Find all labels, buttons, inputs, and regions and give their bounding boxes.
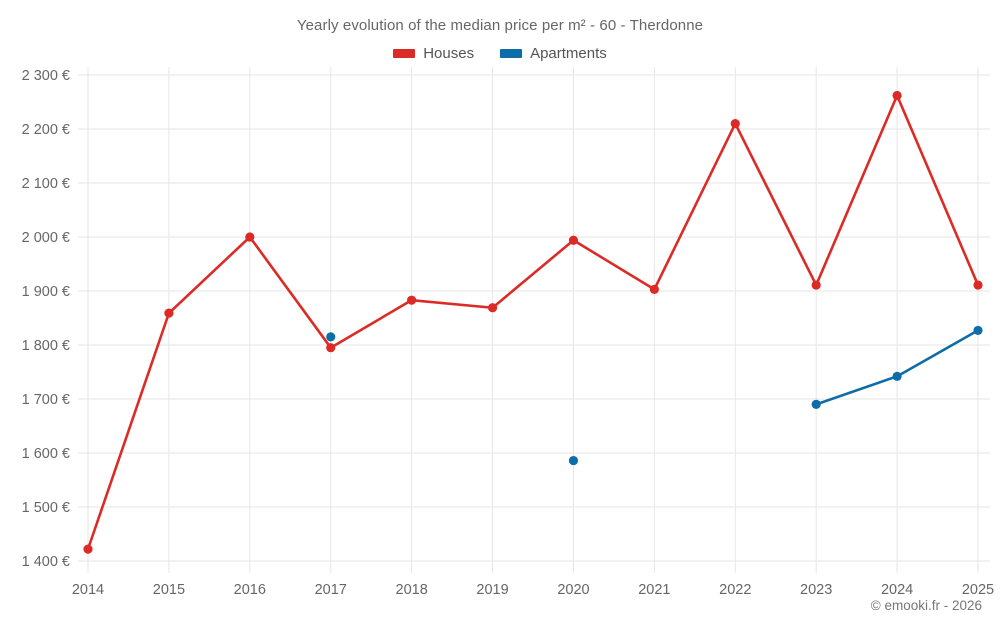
x-axis-tick-label: 2016	[234, 582, 266, 598]
chart-footer-credit: © emooki.fr - 2026	[870, 598, 982, 613]
x-axis-tick-label: 2024	[881, 582, 913, 598]
legend-swatch-apartments	[500, 49, 523, 58]
legend-swatch-houses	[393, 49, 416, 58]
series-points	[83, 90, 983, 554]
y-axis-tick-label: 1 600 €	[22, 446, 70, 462]
series-lines	[86, 94, 980, 551]
x-axis-tick-label: 2015	[153, 582, 185, 598]
x-axis-tick-label: 2025	[962, 582, 994, 598]
data-point-apartments[interactable]	[811, 399, 821, 409]
y-axis-tick-label: 1 800 €	[22, 338, 70, 354]
data-point-houses[interactable]	[326, 343, 336, 353]
y-axis-tick-label: 2 100 €	[22, 176, 70, 192]
data-point-houses[interactable]	[164, 308, 174, 318]
y-axis-tick-label: 1 700 €	[22, 392, 70, 408]
y-axis-tick-label: 2 000 €	[22, 230, 70, 246]
data-point-apartments[interactable]	[568, 455, 579, 466]
data-point-houses[interactable]	[649, 284, 659, 294]
chart-legend: Houses Apartments	[0, 45, 1000, 62]
x-axis-tick-label: 2019	[476, 582, 508, 598]
data-point-apartments[interactable]	[973, 325, 983, 336]
legend-label-houses: Houses	[423, 45, 475, 62]
x-axis-tick-label: 2017	[315, 582, 347, 598]
x-axis-tick-label: 2018	[396, 582, 428, 598]
x-axis-tick-label: 2021	[638, 582, 670, 598]
y-axis-tick-label: 2 300 €	[22, 68, 70, 84]
data-point-houses[interactable]	[892, 90, 902, 101]
data-point-houses[interactable]	[568, 235, 579, 245]
data-point-houses[interactable]	[245, 232, 255, 242]
grid-lines	[78, 67, 990, 573]
data-point-houses[interactable]	[811, 280, 821, 290]
y-axis-tick-label: 2 200 €	[22, 122, 70, 138]
series-line-houses	[86, 94, 980, 551]
legend-item-apartments[interactable]: Apartments	[500, 45, 607, 62]
y-axis-tick-label: 1 500 €	[22, 500, 70, 516]
y-axis-tick-label: 1 400 €	[22, 554, 70, 570]
data-point-houses[interactable]	[83, 544, 93, 554]
chart-title: Yearly evolution of the median price per…	[296, 17, 704, 34]
data-point-houses[interactable]	[407, 295, 417, 305]
data-point-apartments[interactable]	[892, 371, 902, 381]
data-point-houses[interactable]	[973, 280, 983, 290]
y-axis-tick-labels: 1 400 € 1 500 € 1 600 € 1 700 € 1 800 € 1 900…	[22, 68, 70, 570]
data-point-houses[interactable]	[730, 119, 740, 129]
x-axis-tick-label: 2022	[719, 582, 751, 598]
y-axis-tick-label: 1 900 €	[22, 284, 70, 300]
x-axis-tick-label: 2023	[800, 582, 832, 598]
x-axis-tick-label: 2020	[557, 582, 589, 598]
legend-label-apartments: Apartments	[530, 45, 607, 62]
x-axis-tick-label: 2014	[72, 582, 104, 598]
x-axis-tick-labels: 2014 2015 2016 2017 2018 2019 2020 2021 2022 2023…	[72, 582, 994, 598]
legend-item-houses[interactable]: Houses	[393, 45, 474, 62]
data-point-houses[interactable]	[487, 303, 498, 313]
data-point-apartments[interactable]	[326, 332, 336, 342]
